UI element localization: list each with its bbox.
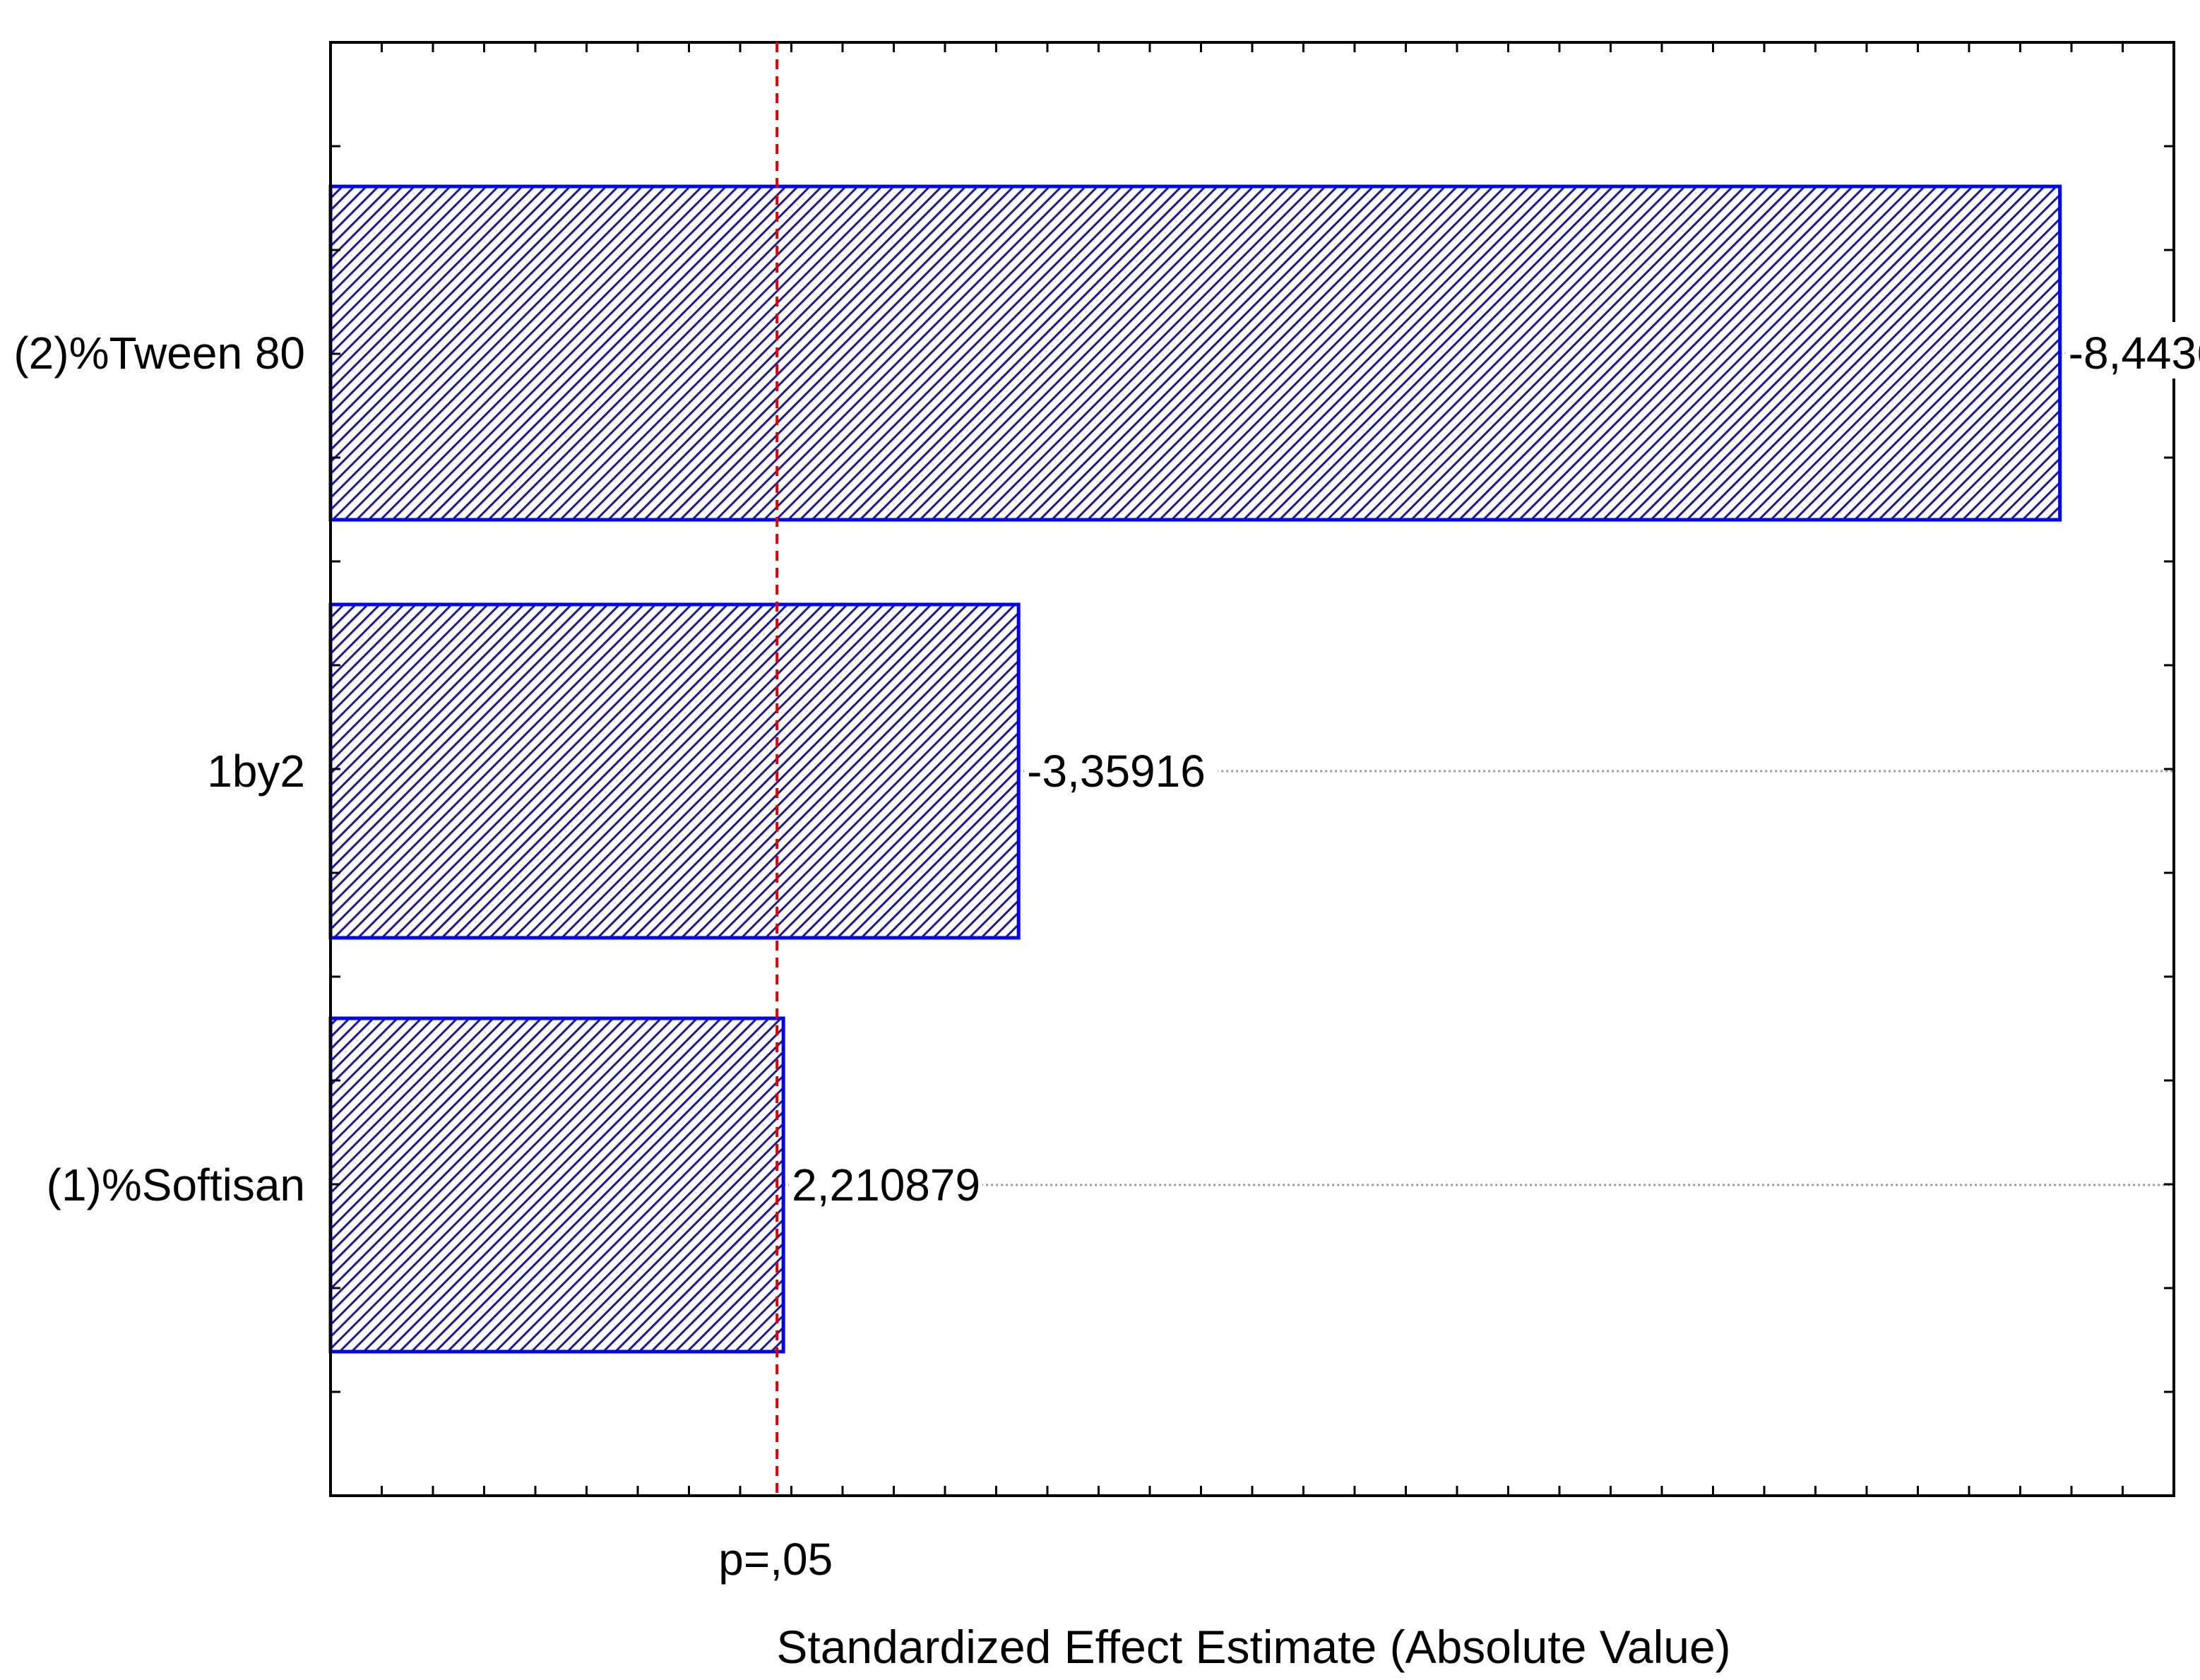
value-label: 2,210879	[792, 1160, 980, 1210]
bar	[328, 1016, 785, 1354]
bar	[328, 602, 1021, 940]
value-label-bg	[2065, 322, 2200, 379]
category-label: (2)%Tween 80	[13, 328, 305, 379]
category-label: (1)%Softisan	[47, 1160, 305, 1210]
value-label-bg	[789, 1154, 983, 1210]
value-label-bg	[1024, 740, 1218, 797]
category-labels: (2)%Tween 80 1by2 (1)%Softisan	[13, 328, 305, 1210]
x-axis-label: Standardized Effect Estimate (Absolute V…	[776, 1621, 1730, 1673]
significance-label: p=,05	[718, 1534, 833, 1585]
value-label: -8,44361	[2069, 328, 2200, 379]
category-label: 1by2	[207, 746, 305, 797]
bar	[328, 184, 2062, 522]
value-labels: -8,44361 -3,35916 2,210879	[789, 322, 2200, 1210]
value-label: -3,35916	[1027, 746, 1206, 797]
